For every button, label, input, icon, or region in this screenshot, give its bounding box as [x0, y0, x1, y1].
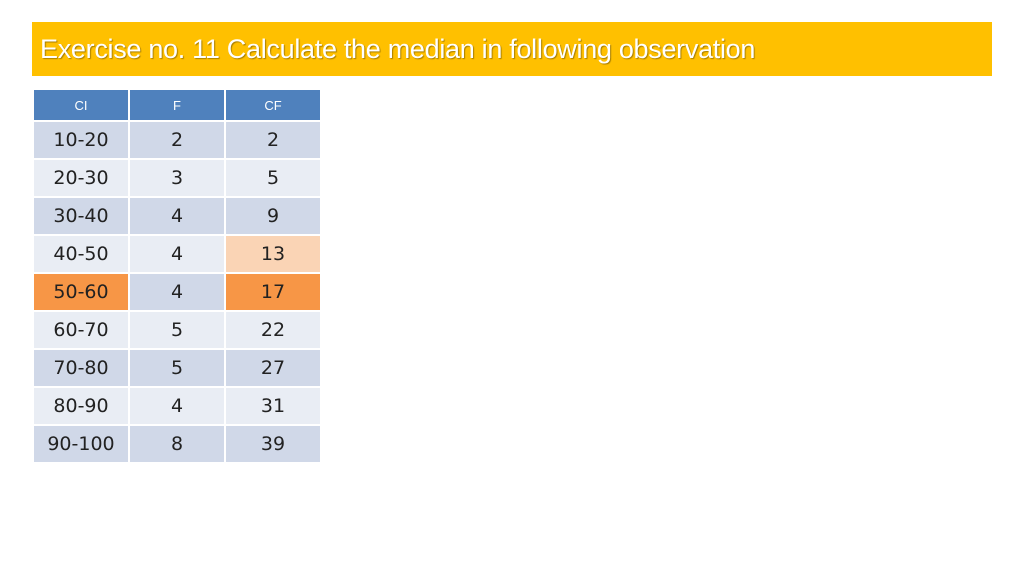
cell-cf-highlighted: 13	[224, 234, 322, 274]
cell-cf: 39	[224, 424, 322, 464]
header-cf: CF	[224, 88, 322, 122]
cell-f: 4	[128, 386, 226, 426]
cell-f: 5	[128, 348, 226, 388]
cell-f: 3	[128, 158, 226, 198]
cell-f: 5	[128, 310, 226, 350]
cell-cf: 5	[224, 158, 322, 198]
cell-f: 4	[128, 196, 226, 236]
table-row: 40-50 4 13	[32, 234, 322, 274]
cell-cf: 2	[224, 120, 322, 160]
cell-ci: 80-90	[32, 386, 130, 426]
cell-ci: 90-100	[32, 424, 130, 464]
page-title: Exercise no. 11 Calculate the median in …	[40, 33, 756, 64]
table-row: 80-90 4 31	[32, 386, 322, 426]
table-header-row: CI F CF	[32, 88, 322, 122]
table-row: 90-100 8 39	[32, 424, 322, 464]
cell-cf: 31	[224, 386, 322, 426]
frequency-table: CI F CF 10-20 2 2 20-30 3 5 30-40 4 9 40…	[32, 88, 322, 464]
table-row: 20-30 3 5	[32, 158, 322, 198]
header-ci: CI	[32, 88, 130, 122]
cell-ci: 30-40	[32, 196, 130, 236]
cell-f: 2	[128, 120, 226, 160]
cell-cf: 27	[224, 348, 322, 388]
cell-f: 4	[128, 234, 226, 274]
table-row: 10-20 2 2	[32, 120, 322, 160]
table-row: 60-70 5 22	[32, 310, 322, 350]
cell-cf: 9	[224, 196, 322, 236]
title-banner: Exercise no. 11 Calculate the median in …	[32, 22, 992, 76]
header-f: F	[128, 88, 226, 122]
cell-ci: 10-20	[32, 120, 130, 160]
cell-ci: 20-30	[32, 158, 130, 198]
cell-f: 8	[128, 424, 226, 464]
cell-ci: 40-50	[32, 234, 130, 274]
cell-ci: 70-80	[32, 348, 130, 388]
table-row: 30-40 4 9	[32, 196, 322, 236]
cell-ci: 60-70	[32, 310, 130, 350]
cell-cf-highlighted: 17	[224, 272, 322, 312]
cell-ci-highlighted: 50-60	[32, 272, 130, 312]
cell-cf: 22	[224, 310, 322, 350]
table-row: 70-80 5 27	[32, 348, 322, 388]
cell-f: 4	[128, 272, 226, 312]
table-row-median-class: 50-60 4 17	[32, 272, 322, 312]
